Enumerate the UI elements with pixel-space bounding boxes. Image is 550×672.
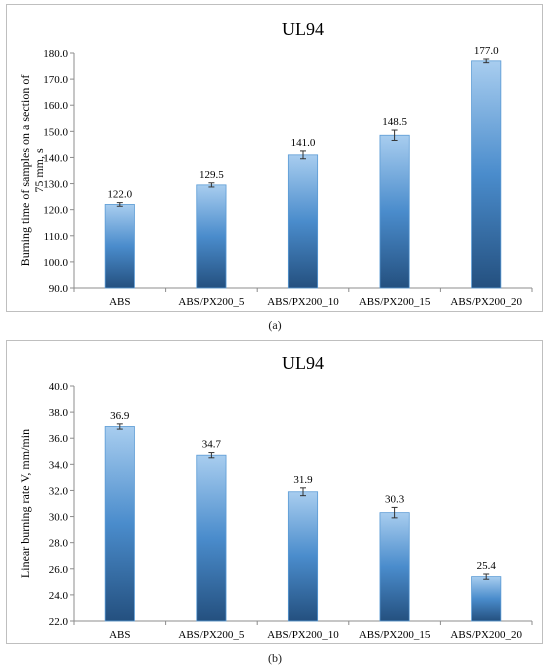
y-tick-label: 150.0: [43, 126, 68, 138]
y-tick-label: 22.0: [49, 616, 69, 628]
bar: [104, 204, 135, 289]
chart-a-svg: UL94 Burning time of samples on a section…: [18, 19, 533, 308]
data-label: 34.7: [202, 439, 222, 451]
bar: [104, 426, 135, 622]
y-tick-label: 100.0: [43, 257, 68, 269]
data-label: 177.0: [474, 45, 499, 57]
data-label: 25.4: [477, 560, 497, 572]
x-tick-label: ABS/PX200_20: [450, 629, 522, 641]
y-tick-label: 28.0: [49, 538, 69, 550]
bar: [196, 454, 227, 622]
caption-a: (a): [268, 318, 282, 332]
y-tick-label: 32.0: [49, 485, 69, 497]
data-label: 141.0: [291, 137, 316, 149]
y-axis-label: Burning time of samples on a section of: [18, 75, 32, 267]
y-tick-label: 90.0: [49, 283, 69, 295]
x-tick-label: ABS/PX200_15: [359, 629, 431, 641]
y-tick-label: 170.0: [43, 74, 68, 86]
chart-panel-a: UL94 Burning time of samples on a section…: [6, 4, 543, 312]
x-tick-label: ABS/PX200_20: [450, 296, 522, 308]
chart-panel-b: UL94 Linear burning rate V, mm/min 22.0 24.…: [6, 340, 543, 644]
y-axis-label: Linear burning rate V, mm/min: [18, 429, 32, 578]
bar: [287, 154, 319, 289]
bar: [196, 184, 227, 289]
y-tick-label: 38.0: [49, 407, 69, 419]
y-tick-label: 180.0: [43, 48, 68, 60]
y-tick-label: 34.0: [49, 459, 69, 471]
y-tick-label: 24.0: [49, 590, 69, 602]
y-tick-label: 140.0: [43, 152, 68, 164]
bar: [471, 60, 502, 289]
y-tick-label: 26.0: [49, 564, 69, 576]
y-tick-label: 30.0: [49, 512, 69, 524]
x-tick-label: ABS/PX200_10: [267, 629, 339, 641]
data-label: 31.9: [293, 474, 313, 486]
y-axis-label: 75 mm, s: [32, 148, 46, 193]
x-tick-label: ABS: [109, 296, 130, 308]
y-tick-label: 40.0: [49, 381, 69, 393]
y-tick-label: 160.0: [43, 100, 68, 112]
bar: [287, 491, 319, 622]
data-label: 30.3: [385, 493, 405, 505]
chart-b-svg: UL94 Linear burning rate V, mm/min 22.0 24.…: [18, 353, 533, 641]
x-tick-label: ABS/PX200_5: [178, 629, 245, 641]
caption-b: (b): [268, 651, 282, 665]
bar: [379, 512, 410, 622]
x-tick-label: ABS/PX200_10: [267, 296, 339, 308]
data-label: 129.5: [199, 169, 224, 181]
y-tick-label: 130.0: [43, 179, 68, 191]
y-tick-label: 120.0: [43, 205, 68, 217]
bar: [379, 134, 410, 289]
x-tick-label: ABS/PX200_5: [178, 296, 245, 308]
data-label: 148.5: [382, 116, 407, 128]
data-label: 36.9: [110, 410, 130, 422]
y-tick-label: 110.0: [44, 231, 69, 243]
data-label: 122.0: [107, 189, 132, 201]
x-tick-label: ABS: [109, 629, 130, 641]
chart-title: UL94: [282, 19, 324, 39]
chart-title: UL94: [282, 353, 324, 373]
x-tick-label: ABS/PX200_15: [359, 296, 431, 308]
y-tick-label: 36.0: [49, 433, 69, 445]
bar: [471, 576, 502, 622]
